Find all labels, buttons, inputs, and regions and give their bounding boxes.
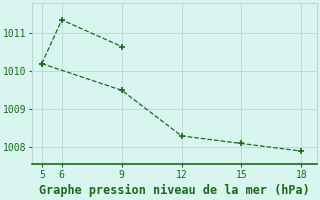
X-axis label: Graphe pression niveau de la mer (hPa): Graphe pression niveau de la mer (hPa) — [39, 184, 310, 197]
